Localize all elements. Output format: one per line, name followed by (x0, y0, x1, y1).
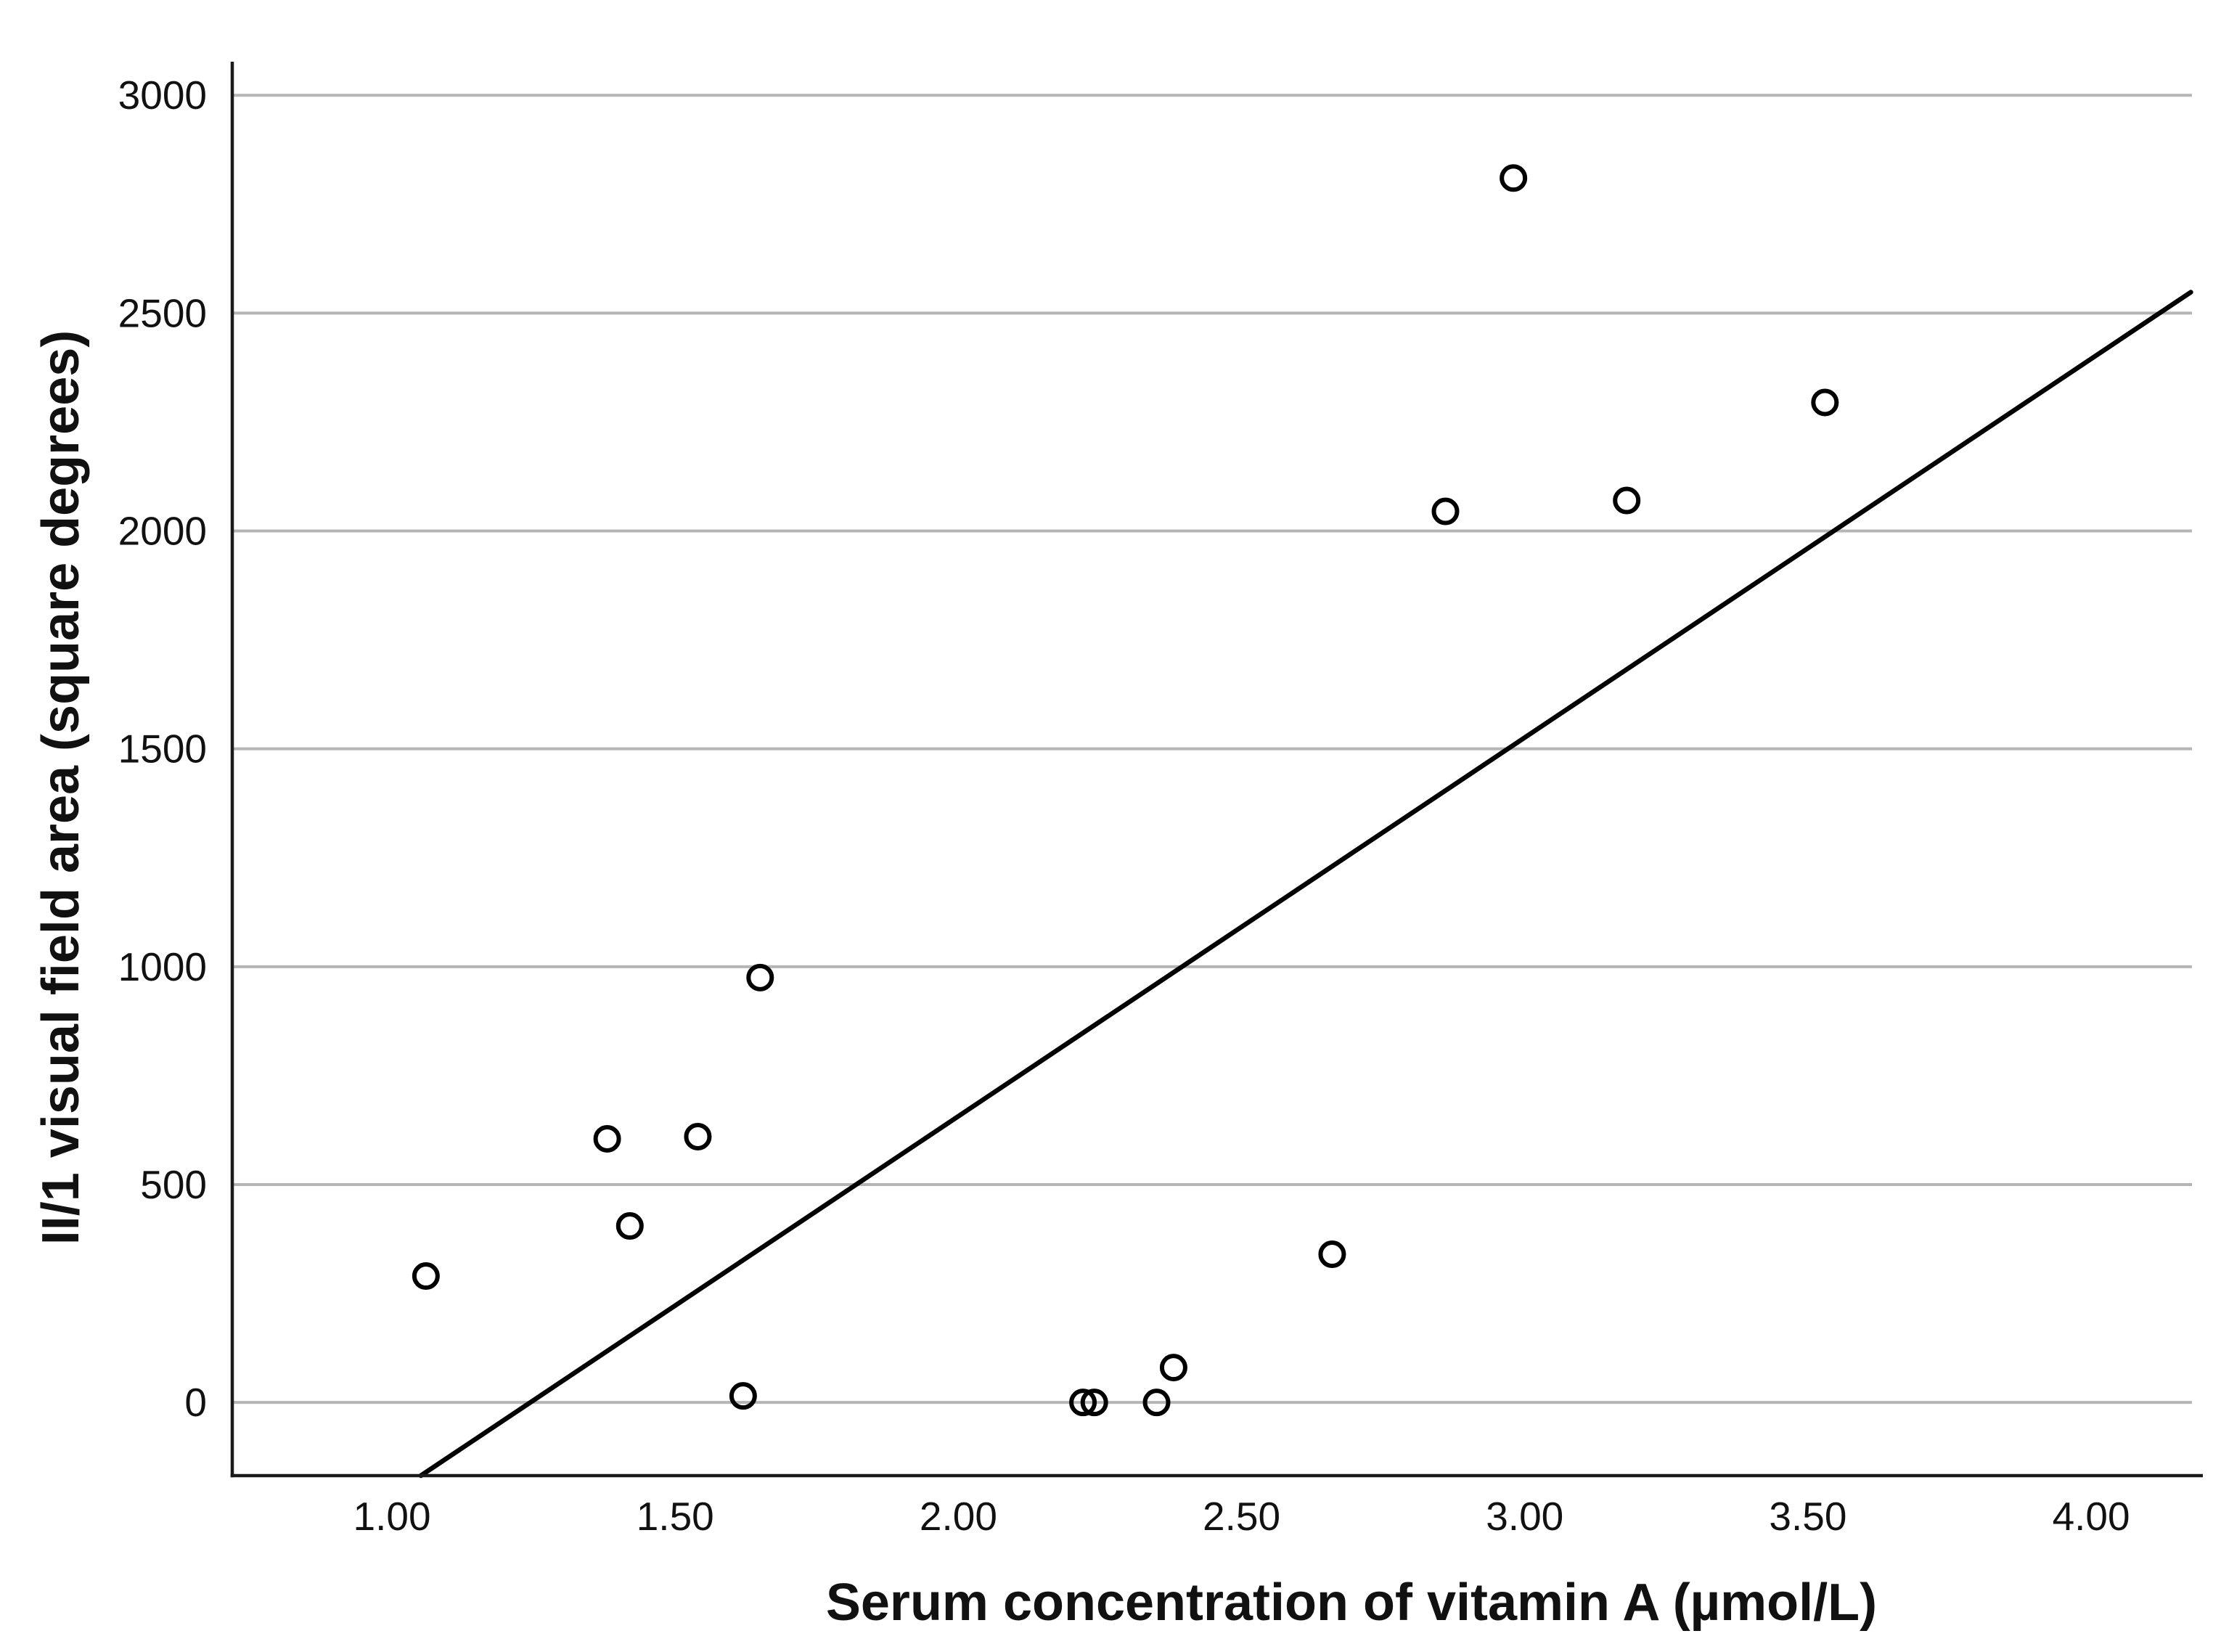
data-point (1811, 388, 1839, 417)
tick-label-layer: 0 500 1000 1500 2000 2500 3000 1.00 1.50 2.00 2.50… (118, 73, 2130, 1539)
data-point (1318, 1240, 1346, 1269)
gridline-layer (232, 94, 2192, 1404)
data-point (746, 963, 774, 991)
data-point (615, 1212, 644, 1240)
data-point (1080, 1389, 1108, 1417)
data-point (412, 1262, 440, 1291)
data-point (1159, 1354, 1187, 1382)
x-axis-title: Serum concentration of vitamin A (µmol/L… (826, 1574, 1877, 1632)
y-tick-label: 3000 (118, 73, 207, 118)
y-tick-label: 0 (184, 1380, 207, 1425)
x-tick-label: 2.50 (1203, 1494, 1280, 1539)
y-tick-label: 1500 (118, 727, 207, 772)
data-point-layer (412, 164, 1839, 1417)
y-tick-label: 1000 (118, 944, 207, 989)
data-point (1142, 1389, 1171, 1417)
data-point (1069, 1389, 1097, 1417)
data-point (593, 1124, 621, 1153)
data-point (1613, 486, 1641, 515)
x-tick-label: 1.00 (353, 1494, 431, 1539)
y-tick-label: 500 (140, 1162, 207, 1207)
y-axis-title: II/1 visual field area (square degrees) (32, 330, 90, 1246)
y-tick-label: 2000 (118, 509, 207, 554)
x-tick-label: 2.00 (920, 1494, 997, 1539)
data-point (1500, 164, 1528, 192)
axis-layer (230, 62, 2203, 1478)
x-tick-label: 3.00 (1486, 1494, 1563, 1539)
data-point (1431, 497, 1460, 526)
x-tick-label: 1.50 (637, 1494, 714, 1539)
data-point (729, 1382, 757, 1410)
fit-line-layer (418, 290, 2193, 1479)
x-tick-label: 4.00 (2053, 1494, 2130, 1539)
y-tick-label: 2500 (118, 290, 207, 335)
regression-line (418, 290, 2193, 1479)
data-point (684, 1122, 712, 1150)
x-tick-label: 3.50 (1769, 1494, 1846, 1539)
